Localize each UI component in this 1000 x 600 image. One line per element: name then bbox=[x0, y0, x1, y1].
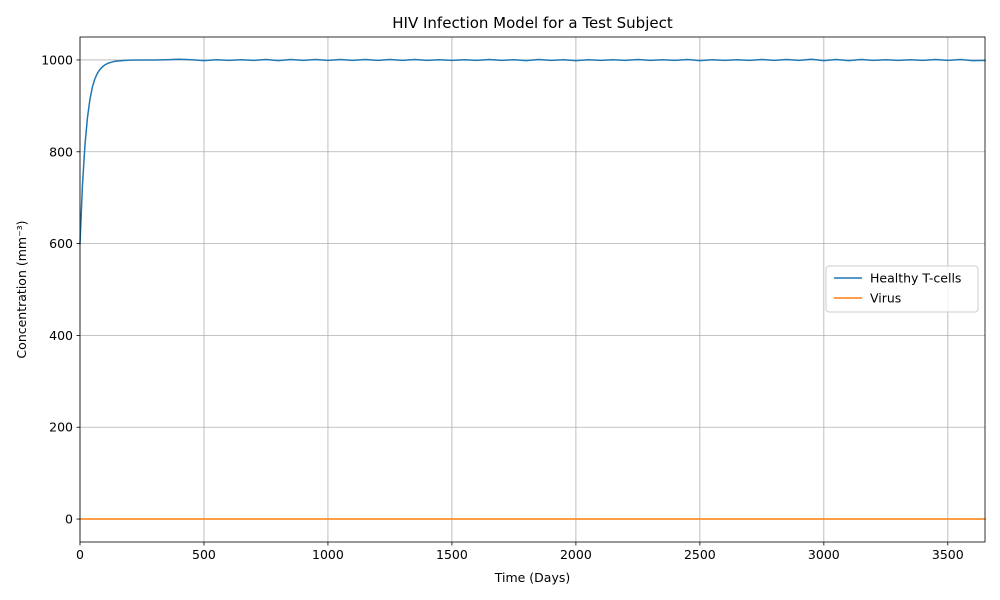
legend-label-virus: Virus bbox=[870, 291, 901, 306]
y-tick-label: 1000 bbox=[41, 52, 73, 67]
x-tick-label: 2000 bbox=[560, 547, 592, 562]
plot-frame bbox=[79, 36, 986, 543]
series-line-healthy-t-cells bbox=[79, 58, 986, 245]
y-tick-label: 600 bbox=[49, 236, 73, 251]
series-layer bbox=[79, 58, 986, 520]
y-tick-label: 200 bbox=[49, 420, 73, 435]
legend-box bbox=[825, 265, 979, 313]
legend: Healthy T-cells Virus bbox=[825, 265, 979, 313]
y-tick-label: 800 bbox=[49, 144, 73, 159]
x-tick-label: 1500 bbox=[436, 547, 468, 562]
x-tick-label: 2500 bbox=[684, 547, 716, 562]
x-tick-label: 3500 bbox=[932, 547, 964, 562]
chart-title: HIV Infection Model for a Test Subject bbox=[392, 14, 673, 32]
y-axis-title: Concentration (mm⁻³) bbox=[14, 220, 29, 358]
y-tick-label: 0 bbox=[65, 512, 73, 527]
x-tick-label: 3000 bbox=[808, 547, 840, 562]
x-tick-label: 1000 bbox=[312, 547, 344, 562]
y-tick-label: 400 bbox=[49, 328, 73, 343]
x-tick-label: 500 bbox=[192, 547, 216, 562]
x-tick-label: 0 bbox=[76, 547, 84, 562]
y-axis-ticks: 0 200 400 600 800 1000 bbox=[41, 52, 80, 527]
x-axis-title: Time (Days) bbox=[494, 570, 571, 585]
legend-label-healthy-t-cells: Healthy T-cells bbox=[870, 271, 961, 286]
x-axis-ticks: 0 500 1000 1500 2000 2500 3000 3500 bbox=[76, 542, 964, 562]
